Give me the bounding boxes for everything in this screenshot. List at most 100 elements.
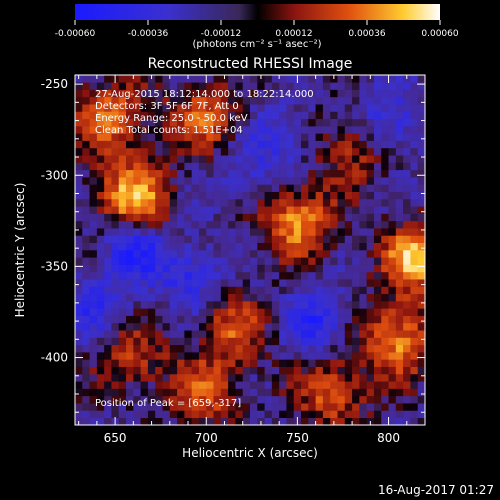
heatmap-cell — [82, 177, 90, 185]
heatmap-cell — [162, 322, 171, 331]
heatmap-cell — [271, 308, 280, 316]
heatmap-cell — [293, 82, 302, 90]
heatmap-cell — [373, 75, 382, 83]
heatmap-cell — [111, 366, 120, 375]
heatmap-cell — [104, 315, 112, 324]
heatmap-cell — [198, 359, 207, 367]
heatmap-cell — [213, 220, 222, 229]
heatmap-cell — [410, 366, 419, 375]
heatmap-cell — [308, 308, 316, 316]
x-axis-ticks — [78, 75, 426, 425]
heatmap-cell — [220, 155, 229, 163]
heatmap-cell — [403, 147, 411, 156]
heatmap-cell — [206, 264, 214, 273]
heatmap-cell — [264, 344, 273, 353]
heatmap-cell — [220, 220, 229, 229]
heatmap-cell — [96, 410, 105, 419]
heatmap-cell — [388, 308, 397, 316]
heatmap-cell — [344, 308, 353, 316]
heatmap-cell — [184, 177, 192, 185]
heatmap-cell — [410, 242, 419, 251]
heatmap-cell — [177, 206, 185, 214]
heatmap-cell — [359, 111, 367, 120]
heatmap-cell — [315, 337, 324, 346]
heatmap-cell — [104, 279, 112, 287]
heatmap-cell — [271, 169, 280, 178]
heatmap-cell — [271, 359, 280, 367]
heatmap-cell — [279, 118, 287, 127]
heatmap-cell — [147, 89, 156, 98]
heatmap-cell — [118, 89, 127, 98]
heatmap-cell — [169, 147, 178, 156]
heatmap-cell — [118, 410, 127, 419]
heatmap-cell — [293, 322, 302, 331]
heatmap-cell — [337, 395, 346, 404]
heatmap-cell — [242, 235, 251, 244]
heatmap-cell — [140, 228, 149, 236]
heatmap-cell — [322, 337, 331, 346]
heatmap-cell — [198, 147, 207, 156]
heatmap-cell — [279, 213, 287, 222]
heatmap-cell — [301, 104, 309, 112]
heatmap-cell — [308, 330, 316, 338]
heatmap-cell — [235, 155, 244, 163]
heatmap-cell — [315, 82, 324, 90]
heatmap-cell — [118, 322, 127, 331]
heatmap-cell — [147, 271, 156, 280]
heatmap-cell — [250, 111, 258, 120]
heatmap-cell — [155, 206, 163, 214]
heatmap-cell — [82, 301, 90, 309]
heatmap-cell — [75, 96, 83, 105]
heatmap-cell — [381, 184, 389, 192]
heatmap-cell — [206, 177, 214, 185]
heatmap-cell — [155, 373, 163, 382]
heatmap-cell — [271, 133, 280, 141]
heatmap-cell — [301, 293, 309, 302]
heatmap-cell — [111, 213, 120, 222]
heatmap-cell — [213, 133, 222, 141]
heatmap-cell — [184, 293, 192, 302]
heatmap-cell — [395, 366, 404, 375]
heatmap-cell — [75, 89, 83, 98]
heatmap-cell — [359, 104, 367, 112]
heatmap-cell — [133, 315, 141, 324]
heatmap-cell — [264, 242, 273, 251]
heatmap-cell — [184, 162, 192, 171]
heatmap-cell — [417, 177, 425, 185]
heatmap-cell — [395, 257, 404, 265]
heatmap-cell — [264, 220, 273, 229]
heatmap-cell — [293, 126, 302, 134]
heatmap-cell — [279, 366, 287, 375]
heatmap-cell — [381, 271, 389, 280]
heatmap-cell — [264, 388, 273, 397]
heatmap-cell — [337, 155, 346, 163]
heatmap-cell — [388, 330, 397, 338]
heatmap-cell — [264, 133, 273, 141]
annotation-line: Energy Range: 25.0 - 50.0 keV — [95, 113, 248, 124]
heatmap-cell — [373, 250, 382, 258]
heatmap-cell — [96, 301, 105, 309]
heatmap-cell — [271, 213, 280, 222]
heatmap-cell — [359, 250, 367, 258]
heatmap-cell — [395, 308, 404, 316]
heatmap-cell — [147, 301, 156, 309]
heatmap-cell — [104, 301, 112, 309]
heatmap-cell — [337, 235, 346, 244]
heatmap-cell — [228, 279, 236, 287]
heatmap-cell — [264, 213, 273, 222]
heatmap-cell — [250, 177, 258, 185]
heatmap-cell — [410, 198, 419, 207]
heatmap-cell — [242, 264, 251, 273]
heatmap-cell — [410, 271, 419, 280]
heatmap-cell — [242, 82, 251, 90]
heatmap-cell — [366, 111, 375, 120]
heatmap-cell — [373, 228, 382, 236]
heatmap-cell — [315, 250, 324, 258]
heatmap-cell — [322, 96, 331, 105]
heatmap-cell — [213, 242, 222, 251]
heatmap-cell — [271, 250, 280, 258]
heatmap-cell — [242, 279, 251, 287]
heatmap-cell — [417, 337, 425, 346]
heatmap-cell — [147, 177, 156, 185]
heatmap-cell — [206, 388, 214, 397]
